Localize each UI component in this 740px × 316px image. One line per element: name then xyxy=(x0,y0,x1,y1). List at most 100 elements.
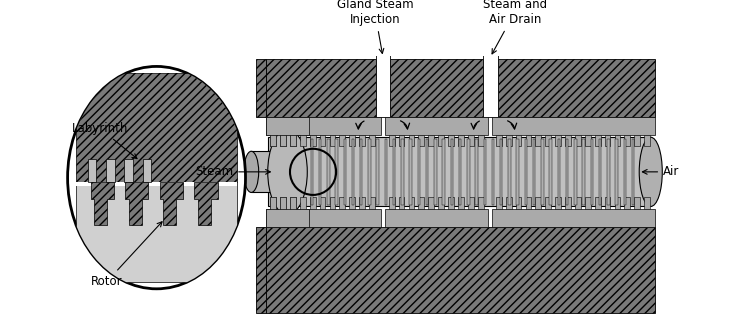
Bar xyxy=(458,135,464,146)
Bar xyxy=(525,135,531,146)
Bar xyxy=(270,135,276,146)
Bar xyxy=(266,209,381,227)
Bar xyxy=(451,139,453,205)
Bar xyxy=(443,139,445,205)
Bar xyxy=(417,139,420,205)
Bar xyxy=(266,227,655,313)
Bar xyxy=(492,209,655,227)
Bar xyxy=(496,135,502,146)
Bar xyxy=(290,135,296,146)
Text: Labyrinth: Labyrinth xyxy=(72,122,137,159)
Bar xyxy=(280,198,286,209)
Bar xyxy=(428,135,434,146)
Bar xyxy=(459,139,461,205)
Bar xyxy=(369,135,375,146)
Bar xyxy=(270,198,276,209)
Ellipse shape xyxy=(268,129,307,215)
Bar xyxy=(369,198,375,209)
Bar xyxy=(266,209,309,227)
Bar xyxy=(500,139,502,205)
Bar xyxy=(252,151,288,192)
Bar xyxy=(634,198,640,209)
Bar xyxy=(329,198,335,209)
Bar xyxy=(359,198,365,209)
Bar xyxy=(505,198,511,209)
Bar xyxy=(408,198,414,209)
Bar xyxy=(516,198,522,209)
Bar xyxy=(482,43,497,117)
Bar xyxy=(595,135,601,146)
Bar xyxy=(599,139,602,205)
Bar xyxy=(582,139,585,205)
Bar xyxy=(143,159,151,182)
Bar xyxy=(280,135,286,146)
Bar xyxy=(75,182,238,282)
Bar xyxy=(385,209,488,227)
Bar xyxy=(492,139,494,205)
Bar xyxy=(478,135,483,146)
Ellipse shape xyxy=(244,151,259,192)
Bar xyxy=(266,117,381,135)
Bar xyxy=(605,198,610,209)
Bar xyxy=(393,139,395,205)
Bar xyxy=(605,135,610,146)
Polygon shape xyxy=(195,182,218,225)
Bar xyxy=(290,198,296,209)
Bar xyxy=(467,139,470,205)
Bar xyxy=(385,139,387,205)
Bar xyxy=(419,135,424,146)
Bar xyxy=(475,139,478,205)
Bar xyxy=(508,139,511,205)
Bar xyxy=(625,135,630,146)
Bar xyxy=(266,59,376,117)
Bar xyxy=(634,135,640,146)
Bar xyxy=(376,43,391,117)
Polygon shape xyxy=(91,182,114,225)
Polygon shape xyxy=(160,182,183,225)
Bar xyxy=(408,135,414,146)
Bar xyxy=(88,159,96,182)
Bar xyxy=(409,139,412,205)
Bar xyxy=(335,139,337,205)
Bar xyxy=(644,135,650,146)
Bar xyxy=(359,135,365,146)
Bar xyxy=(536,198,541,209)
Bar xyxy=(438,198,444,209)
Bar xyxy=(616,139,618,205)
Bar xyxy=(545,198,551,209)
Bar xyxy=(549,139,552,205)
Text: Steam: Steam xyxy=(195,165,270,178)
Bar xyxy=(270,198,276,209)
Bar xyxy=(377,139,379,205)
Ellipse shape xyxy=(67,66,246,289)
Bar xyxy=(340,198,345,209)
Bar xyxy=(448,198,454,209)
Bar xyxy=(349,198,355,209)
Bar xyxy=(505,135,511,146)
Bar xyxy=(320,135,326,146)
Bar xyxy=(300,135,306,146)
Bar xyxy=(536,135,541,146)
Bar xyxy=(575,198,581,209)
Bar xyxy=(369,139,371,205)
Bar xyxy=(533,139,536,205)
Bar xyxy=(575,135,581,146)
Bar xyxy=(360,139,363,205)
Bar xyxy=(545,135,551,146)
Bar xyxy=(595,198,601,209)
Bar xyxy=(270,135,276,146)
Bar xyxy=(516,135,522,146)
Ellipse shape xyxy=(639,137,662,206)
Bar xyxy=(401,139,403,205)
Bar xyxy=(434,139,437,205)
Bar xyxy=(458,198,464,209)
Bar xyxy=(448,135,454,146)
Text: Steam and
Air Drain: Steam and Air Drain xyxy=(482,0,547,54)
Bar xyxy=(644,198,650,209)
Bar xyxy=(624,139,626,205)
Bar xyxy=(352,139,354,205)
Bar xyxy=(565,135,571,146)
Bar xyxy=(290,198,296,209)
Bar xyxy=(391,59,482,117)
Bar xyxy=(266,117,309,135)
